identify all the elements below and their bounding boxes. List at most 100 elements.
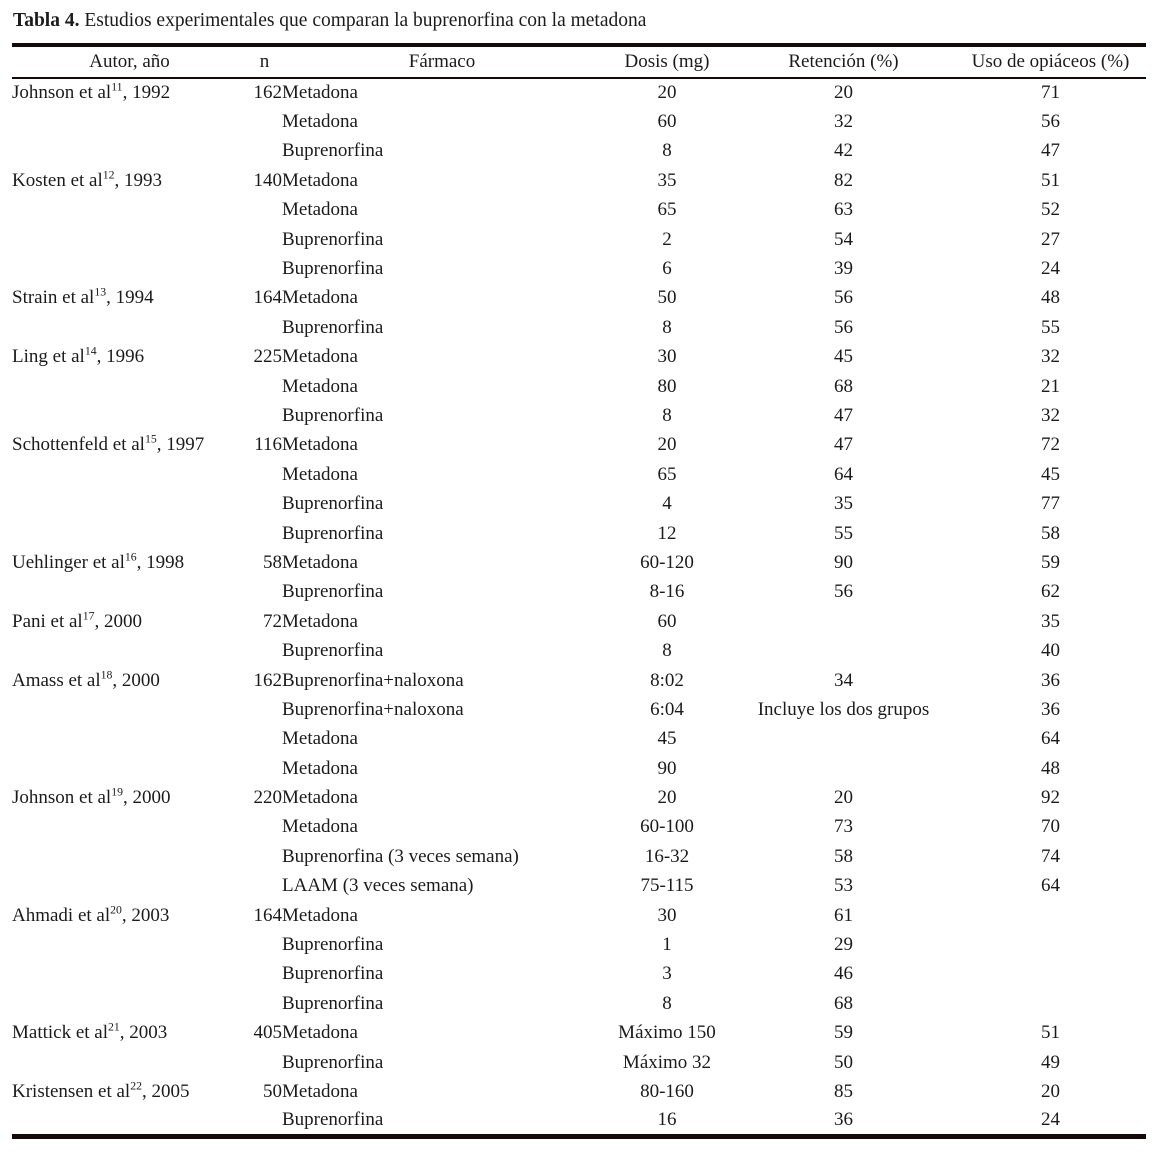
table-row: Metadona 65 64 45: [12, 460, 1146, 489]
table-row: Buprenorfina 8-16 56 62: [12, 578, 1146, 607]
reference-superscript: 13: [94, 286, 107, 300]
table-row: Ling et al14, 1996 225 Metadona 30 45 32: [12, 343, 1146, 372]
cell-dosis: 8:02: [650, 669, 684, 691]
table-row: Buprenorfina 8 40: [12, 636, 1146, 665]
reference-superscript: 14: [84, 344, 97, 358]
cell-farmaco: Metadona: [282, 82, 358, 104]
table-row: Mattick et al21, 2003 405 Metadona Máximo 1…: [12, 1019, 1146, 1048]
table-caption-label: Tabla 4.: [13, 10, 80, 31]
cell-retencion: Incluye los dos grupos: [757, 698, 930, 720]
cell-dosis: 16: [657, 1109, 677, 1131]
reference-superscript: 22: [130, 1079, 142, 1093]
cell-retencion: 56: [834, 287, 853, 309]
cell-farmaco: Metadona: [282, 169, 358, 191]
cell-n: [247, 196, 282, 225]
cell-dosis: 3: [662, 963, 672, 985]
cell-farmaco: Buprenorfina: [282, 1051, 384, 1073]
cell-autor: [12, 813, 247, 842]
table-row: Buprenorfina 12 55 58: [12, 519, 1146, 548]
cell-uso-opiaceos: 64: [1041, 728, 1060, 750]
table-row: Uehlinger et al16, 1998 58 Metadona 60-120 9…: [12, 548, 1146, 577]
table-row: LAAM (3 veces semana) 75-115 53 64: [12, 872, 1146, 901]
cell-retencion: 68: [834, 992, 853, 1014]
cell-n: [247, 489, 282, 518]
table-row: Ahmadi et al20, 2003 164 Metadona 30 61: [12, 901, 1146, 930]
cell-retencion: 32: [834, 111, 853, 133]
cell-autor: [12, 489, 247, 518]
reference-superscript: 20: [110, 903, 122, 917]
cell-retencion: 56: [834, 316, 853, 338]
table-row: Metadona 60 32 56: [12, 107, 1146, 136]
cell-autor: [12, 137, 247, 166]
cell-uso-opiaceos: 35: [1041, 610, 1060, 632]
table-row: Buprenorfina 8 68: [12, 989, 1146, 1018]
cell-n: [247, 254, 282, 283]
cell-uso-opiaceos: 62: [1041, 581, 1060, 603]
cell-retencion: 47: [834, 404, 853, 426]
header-row: Autor, año n Fármaco Dosis (mg) Retenció…: [12, 45, 1146, 79]
cell-n: [247, 636, 282, 665]
cell-uso-opiaceos: 27: [1041, 228, 1060, 250]
cell-retencion: 50: [834, 1051, 853, 1073]
cell-retencion: 36: [834, 1109, 853, 1131]
cell-autor: [12, 372, 247, 401]
table-row: Kosten et al12, 1993 140 Metadona 35 82 51: [12, 166, 1146, 195]
cell-farmaco: Buprenorfina: [282, 1109, 384, 1131]
table-row: Buprenorfina 6 39 24: [12, 254, 1146, 283]
cell-autor: Pani et al17, 2000: [12, 609, 142, 632]
cell-dosis: 6:04: [650, 698, 684, 720]
cell-autor: [12, 989, 247, 1018]
cell-farmaco: Metadona: [282, 375, 358, 397]
table-row: Buprenorfina+naloxona 6:04 Incluye los dos…: [12, 695, 1146, 724]
cell-uso-opiaceos: 70: [1041, 816, 1060, 838]
table-header: Autor, año n Fármaco Dosis (mg) Retenció…: [12, 45, 1146, 79]
cell-autor: [12, 636, 247, 665]
cell-uso-opiaceos: 48: [1041, 287, 1060, 309]
cell-dosis: Máximo 32: [622, 1051, 712, 1073]
cell-dosis: 20: [657, 434, 677, 456]
cell-autor: Kristensen et al22, 2005: [12, 1079, 190, 1102]
table-row: Buprenorfina 8 42 47: [12, 137, 1146, 166]
cell-n: [247, 519, 282, 548]
cell-uso-opiaceos: 20: [1041, 1080, 1060, 1102]
col-header-autor-ano: Autor, año: [12, 45, 247, 79]
cell-farmaco: Buprenorfina+naloxona: [282, 698, 464, 720]
cell-farmaco: Buprenorfina: [282, 963, 384, 985]
cell-dosis: 90: [657, 757, 677, 779]
cell-autor: [12, 519, 247, 548]
cell-dosis: 6: [662, 258, 672, 280]
table-caption-text: Estudios experimentales que comparan la …: [84, 10, 647, 31]
cell-retencion: 58: [834, 845, 853, 867]
cell-n: [247, 695, 282, 724]
cell-retencion: 55: [834, 522, 853, 544]
cell-farmaco: Metadona: [282, 787, 358, 809]
table-row: Metadona 65 63 52: [12, 196, 1146, 225]
cell-autor: Ahmadi et al20, 2003: [12, 903, 170, 926]
cell-uso-opiaceos: 36: [1041, 698, 1060, 720]
reference-superscript: 19: [111, 785, 123, 799]
cell-dosis: 60-120: [640, 551, 694, 573]
cell-n: [247, 872, 282, 901]
cell-n: [247, 725, 282, 754]
cell-retencion: 20: [834, 82, 853, 104]
cell-n: 162: [253, 669, 283, 691]
col-header-retencion: Retención (%): [732, 45, 955, 79]
cell-farmaco: Metadona: [282, 199, 358, 221]
cell-autor: [12, 196, 247, 225]
cell-retencion: 46: [834, 963, 853, 985]
cell-uso-opiaceos: [955, 989, 1146, 1018]
table-row: Buprenorfina 2 54 27: [12, 225, 1146, 254]
cell-uso-opiaceos: 59: [1041, 551, 1060, 573]
cell-retencion: 73: [834, 816, 853, 838]
cell-retencion: 34: [834, 669, 853, 691]
cell-uso-opiaceos: 48: [1041, 757, 1060, 779]
cell-n: 225: [253, 346, 283, 368]
cell-farmaco: Metadona: [282, 551, 358, 573]
cell-dosis: 8: [662, 992, 672, 1014]
cell-farmaco: Buprenorfina (3 veces semana): [282, 845, 519, 867]
cell-dosis: 30: [657, 904, 677, 926]
cell-dosis: 60-100: [640, 816, 694, 838]
table-body: Johnson et al11, 1992 162 Metadona 20 20 71 Me…: [12, 78, 1146, 1136]
cell-farmaco: Metadona: [282, 728, 358, 750]
cell-uso-opiaceos: 32: [1041, 346, 1060, 368]
